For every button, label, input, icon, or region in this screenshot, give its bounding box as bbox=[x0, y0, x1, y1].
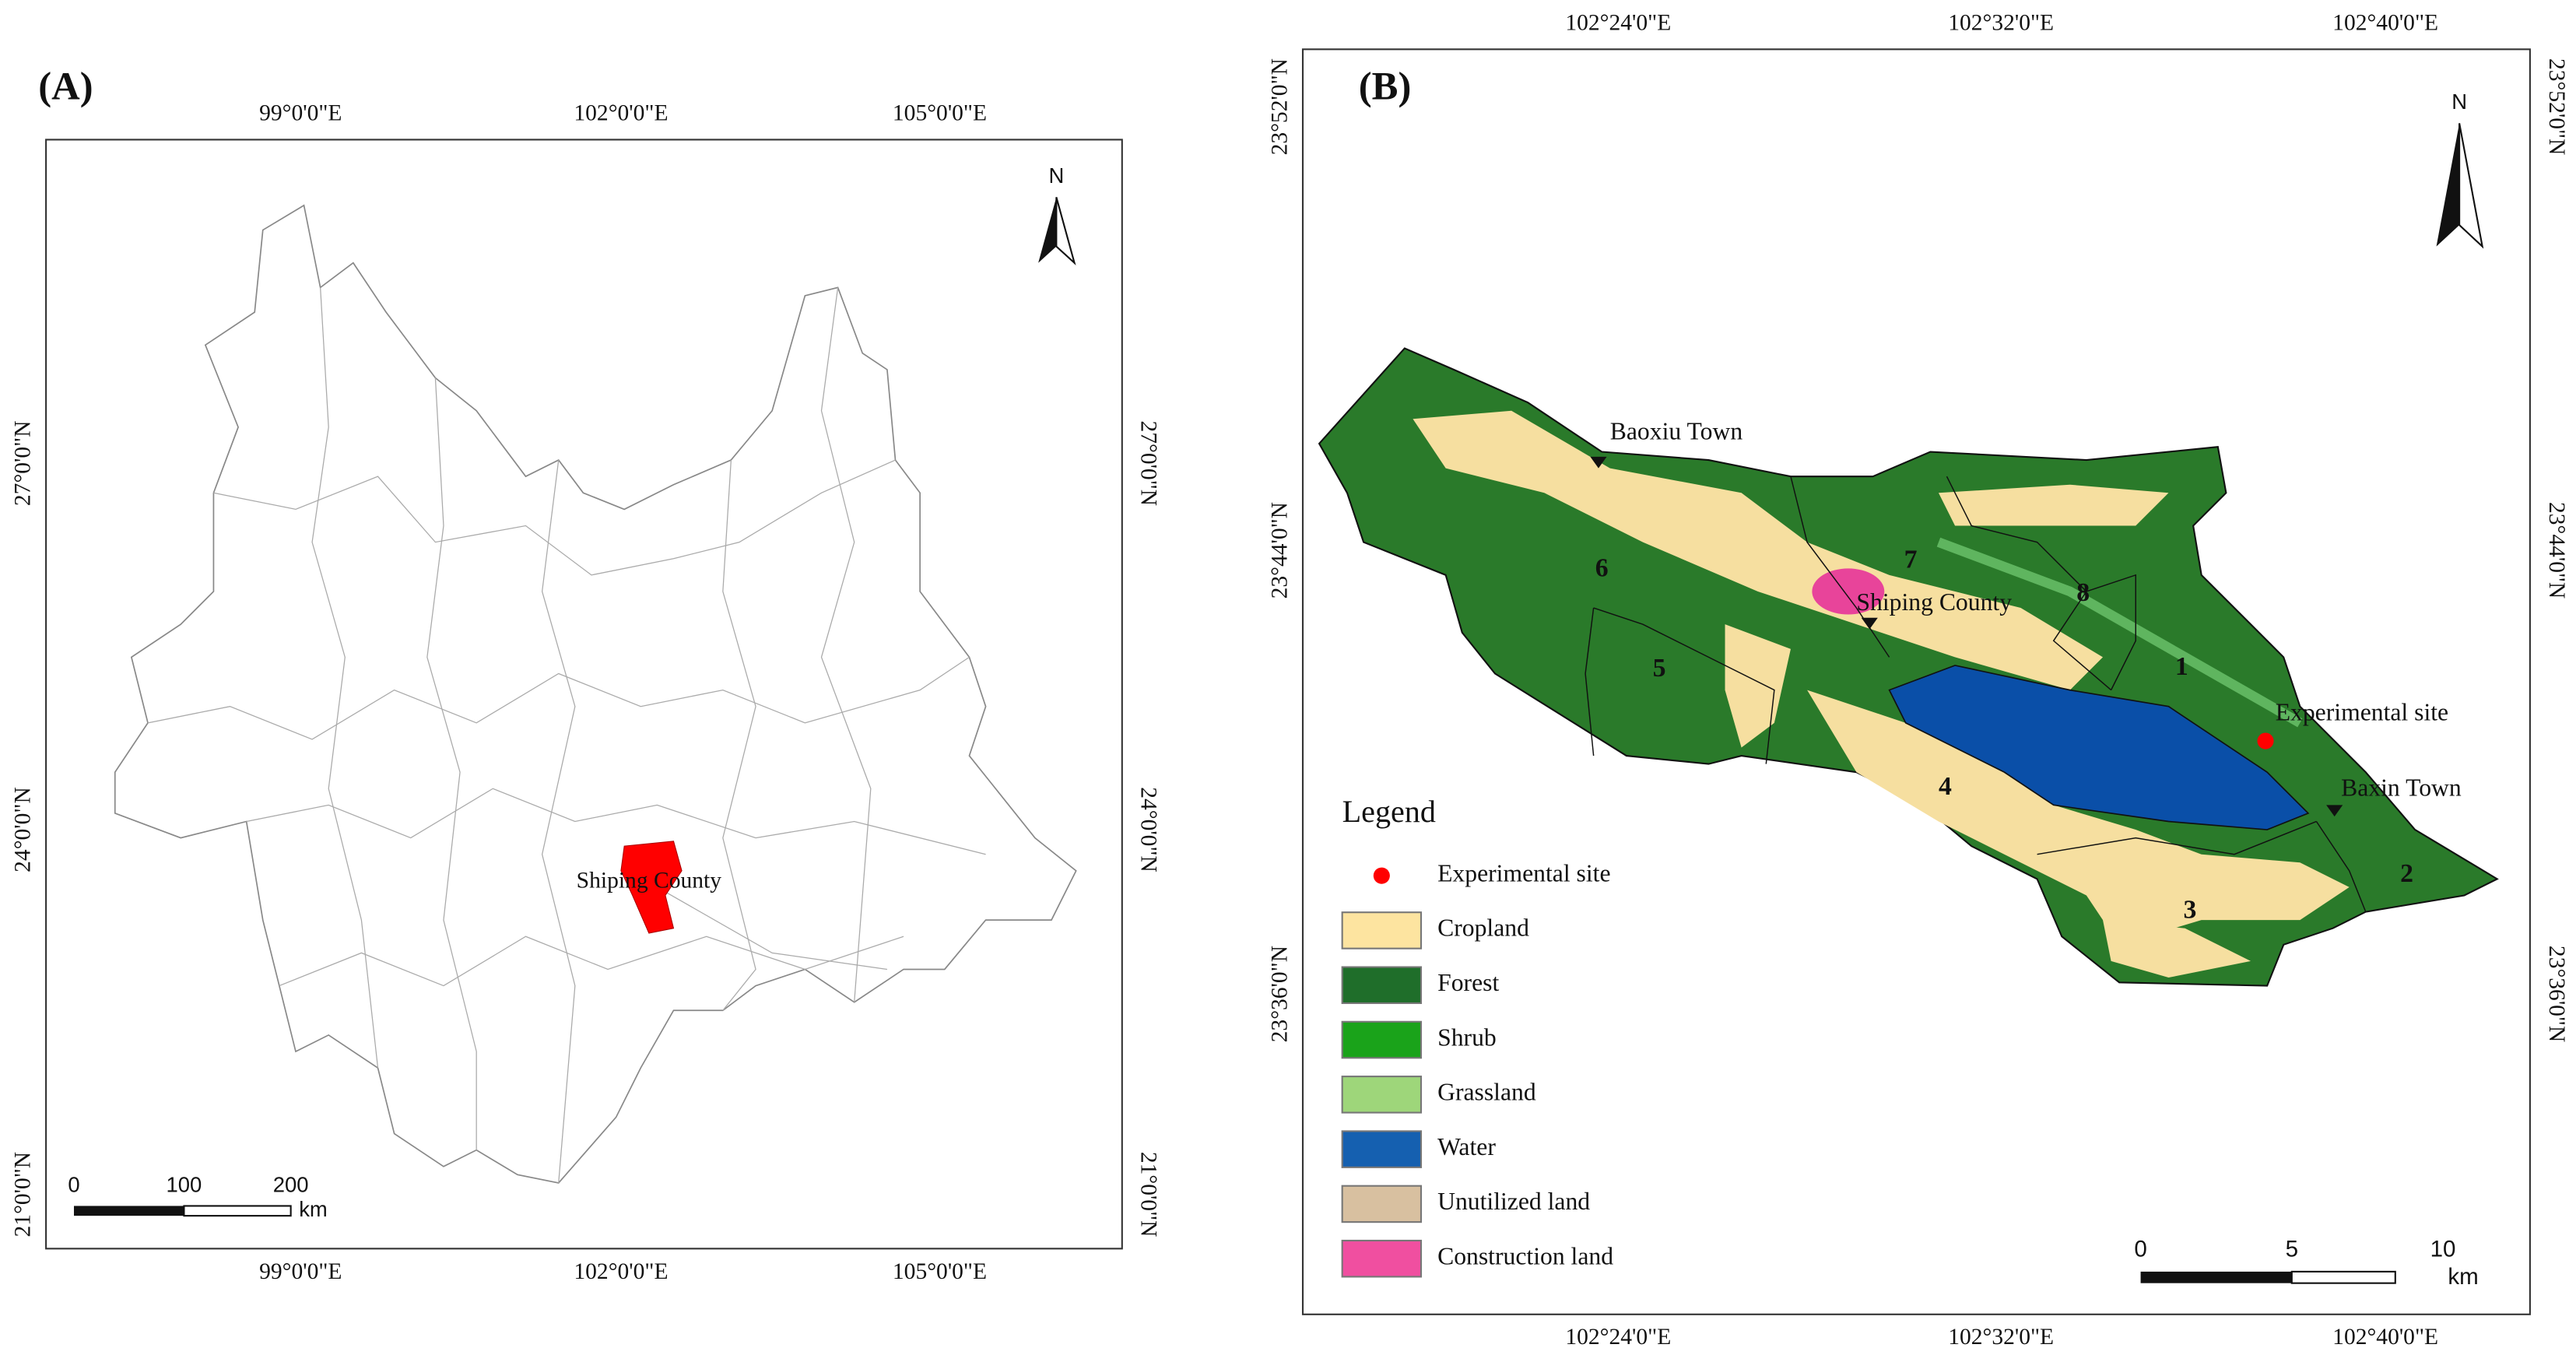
legend-swatch bbox=[1341, 911, 1423, 950]
scale-bar bbox=[73, 1206, 184, 1216]
subbasin-number: 1 bbox=[2175, 652, 2188, 681]
frame bbox=[45, 139, 1123, 1250]
scale-bar bbox=[183, 1205, 292, 1217]
frame bbox=[1301, 48, 2531, 1315]
lon-label: 102°32'0"E bbox=[1948, 1325, 2054, 1350]
legend-label: Forest bbox=[1437, 969, 1499, 996]
legend-label: Experimental site bbox=[1437, 859, 1610, 886]
lon-label: 99°0'0"E bbox=[259, 1259, 342, 1284]
lake bbox=[1888, 665, 2310, 830]
scale-label: 5 bbox=[2286, 1236, 2298, 1262]
place-markers bbox=[1590, 456, 2343, 817]
subbasin-boundaries bbox=[1585, 476, 2367, 912]
scale-label: 100 bbox=[167, 1172, 202, 1196]
lat-label: 23°44'0"N bbox=[1267, 502, 1292, 599]
scale-unit: km bbox=[2448, 1264, 2478, 1290]
scale-label: 0 bbox=[68, 1172, 79, 1196]
legend-swatch bbox=[1341, 1185, 1423, 1223]
subbasin-number: 7 bbox=[1904, 546, 1918, 574]
legend-label: Construction land bbox=[1437, 1242, 1613, 1269]
lon-label: 102°24'0"E bbox=[1565, 1325, 1671, 1350]
lon-label: 99°0'0"E bbox=[259, 101, 342, 126]
panel-label: (B) bbox=[1359, 65, 1412, 108]
scale-bar bbox=[2290, 1270, 2396, 1284]
county-boundaries bbox=[147, 287, 986, 1183]
place-label: Experimental site bbox=[2276, 699, 2448, 726]
lat-label: 23°52'0"N bbox=[2544, 58, 2569, 155]
lon-label: 102°24'0"E bbox=[1565, 10, 1671, 35]
legend-swatch bbox=[1341, 966, 1423, 1005]
province-outline bbox=[114, 204, 1077, 1184]
north-label: N bbox=[2451, 90, 2467, 114]
legend-label: Grassland bbox=[1437, 1079, 1536, 1106]
scale-label: 10 bbox=[2430, 1236, 2456, 1262]
lat-label: 27°0'0"N bbox=[1136, 420, 1161, 506]
town-marker bbox=[2326, 805, 2343, 817]
lat-label: 24°0'0"N bbox=[1136, 787, 1161, 872]
place-label: Baxin Town bbox=[2341, 774, 2462, 802]
cropland bbox=[1413, 410, 2350, 978]
place-label: Shiping County bbox=[577, 868, 722, 893]
lon-label: 102°40'0"E bbox=[2332, 10, 2438, 35]
subbasin-number: 8 bbox=[2076, 578, 2090, 607]
legend-label: Unutilized land bbox=[1437, 1188, 1590, 1215]
lat-label: 23°36'0"N bbox=[1267, 946, 1292, 1042]
lat-label: 23°44'0"N bbox=[2544, 502, 2569, 599]
legend-swatch bbox=[1341, 1076, 1423, 1114]
shiping-highlight bbox=[620, 841, 683, 934]
subbasin-number: 2 bbox=[2400, 859, 2413, 888]
legend-title: Legend bbox=[1342, 794, 1436, 829]
lat-label: 23°36'0"N bbox=[2544, 946, 2569, 1042]
town-marker bbox=[1590, 456, 1607, 469]
subbasin-number: 5 bbox=[1653, 654, 1666, 683]
lon-label: 105°0'0"E bbox=[893, 1259, 987, 1284]
subbasin-number: 3 bbox=[2183, 895, 2196, 924]
lon-label: 102°40'0"E bbox=[2332, 1325, 2438, 1350]
scale-label: 200 bbox=[273, 1172, 309, 1196]
legend-label: Cropland bbox=[1437, 914, 1529, 942]
lon-label: 102°32'0"E bbox=[1948, 10, 2054, 35]
north-arrow bbox=[2458, 123, 2484, 249]
legend-swatch bbox=[1341, 1020, 1423, 1059]
grassland bbox=[1936, 537, 2303, 728]
scale-unit: km bbox=[299, 1197, 328, 1221]
scale-bar bbox=[2140, 1271, 2292, 1283]
subbasin-number: 4 bbox=[1939, 772, 1952, 801]
north-arrow bbox=[1055, 197, 1076, 265]
lat-label: 21°0'0"N bbox=[1136, 1152, 1161, 1237]
construction-land bbox=[1812, 568, 1885, 615]
legend-swatch bbox=[1341, 1239, 1423, 1278]
legend-label: Shrub bbox=[1437, 1023, 1497, 1051]
panel-label: (A) bbox=[38, 65, 93, 108]
legend-label: Water bbox=[1437, 1133, 1496, 1160]
lat-label: 23°52'0"N bbox=[1267, 58, 1292, 155]
place-label: Shiping County bbox=[1856, 588, 2012, 616]
subbasin-number: 6 bbox=[1595, 553, 1609, 582]
place-label: Baoxiu Town bbox=[1610, 418, 1743, 445]
lat-label: 27°0'0"N bbox=[10, 420, 35, 506]
lon-label: 102°0'0"E bbox=[574, 101, 668, 126]
scale-label: 0 bbox=[2134, 1236, 2146, 1262]
legend-swatch bbox=[1373, 867, 1390, 884]
town-marker bbox=[1861, 617, 1878, 630]
lat-label: 24°0'0"N bbox=[10, 787, 35, 872]
north-label: N bbox=[1048, 163, 1064, 188]
lon-label: 102°0'0"E bbox=[574, 1259, 668, 1284]
legend-swatch bbox=[1341, 1130, 1423, 1168]
lat-label: 21°0'0"N bbox=[10, 1152, 35, 1237]
lon-label: 105°0'0"E bbox=[893, 101, 987, 126]
experimental-site bbox=[2257, 732, 2274, 749]
